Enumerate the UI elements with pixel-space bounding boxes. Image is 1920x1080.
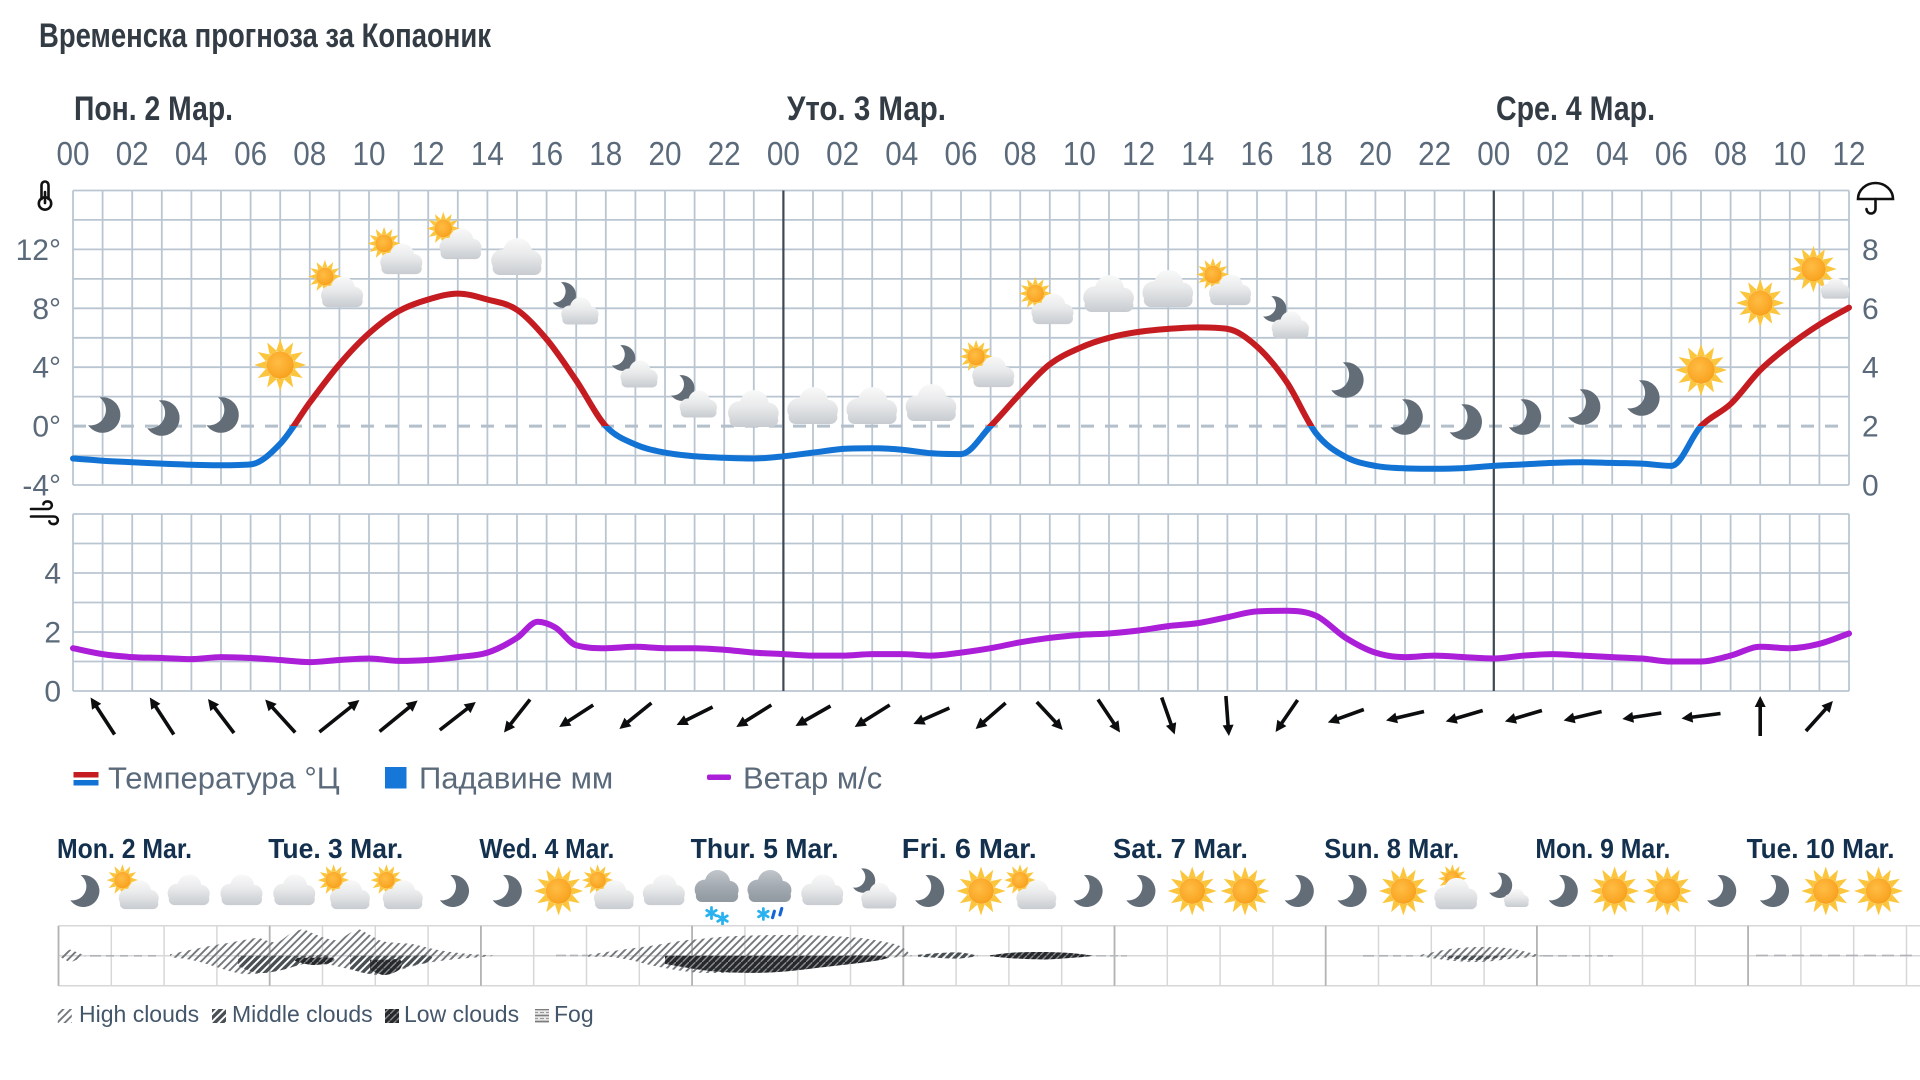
svg-text:Уто. 3 Мар.: Уто. 3 Мар. — [787, 90, 946, 128]
svg-text:Временска прогноза за Копаоник: Временска прогноза за Копаоник — [39, 17, 492, 55]
svg-text:10: 10 — [1063, 135, 1096, 172]
svg-text:Mon. 2 Mar.: Mon. 2 Mar. — [57, 833, 192, 864]
svg-text:Wed. 4 Mar.: Wed. 4 Mar. — [479, 833, 614, 864]
svg-text:00: 00 — [57, 135, 90, 172]
svg-text:4: 4 — [44, 558, 61, 591]
svg-text:Fri. 6 Mar.: Fri. 6 Mar. — [902, 833, 1037, 864]
svg-text:6: 6 — [1862, 293, 1879, 326]
svg-text:8: 8 — [1862, 234, 1879, 267]
svg-text:04: 04 — [1596, 135, 1629, 172]
svg-text:Tue. 10 Mar.: Tue. 10 Mar. — [1747, 833, 1895, 864]
svg-text:Fog: Fog — [554, 1001, 594, 1027]
svg-text:Middle clouds: Middle clouds — [232, 1001, 373, 1027]
svg-text:Sun. 8 Mar.: Sun. 8 Mar. — [1324, 833, 1459, 864]
svg-text:8°: 8° — [32, 293, 61, 326]
svg-text:0: 0 — [1862, 470, 1879, 503]
svg-text:06: 06 — [945, 135, 978, 172]
svg-text:04: 04 — [885, 135, 918, 172]
svg-text:16: 16 — [530, 135, 563, 172]
svg-text:22: 22 — [1418, 135, 1451, 172]
svg-text:00: 00 — [767, 135, 800, 172]
svg-text:Tue. 3 Mar.: Tue. 3 Mar. — [268, 833, 403, 864]
svg-text:20: 20 — [1359, 135, 1392, 172]
svg-text:4: 4 — [1862, 352, 1879, 385]
svg-text:12: 12 — [412, 135, 445, 172]
svg-text:02: 02 — [1537, 135, 1570, 172]
svg-text:08: 08 — [293, 135, 326, 172]
svg-text:10: 10 — [353, 135, 386, 172]
svg-text:0°: 0° — [32, 411, 61, 444]
svg-text:12: 12 — [1833, 135, 1866, 172]
svg-text:08: 08 — [1714, 135, 1747, 172]
svg-text:-4°: -4° — [22, 470, 61, 503]
svg-text:Mon. 9 Mar.: Mon. 9 Mar. — [1535, 833, 1670, 864]
svg-text:08: 08 — [1004, 135, 1037, 172]
svg-text:Сре. 4 Мар.: Сре. 4 Мар. — [1496, 90, 1655, 128]
svg-text:2: 2 — [44, 617, 61, 650]
svg-text:00: 00 — [1477, 135, 1510, 172]
svg-text:12°: 12° — [16, 234, 61, 267]
svg-text:Пон. 2 Мар.: Пон. 2 Мар. — [74, 90, 233, 128]
svg-text:18: 18 — [589, 135, 622, 172]
svg-text:Sat. 7 Mar.: Sat. 7 Mar. — [1113, 833, 1248, 864]
svg-text:12: 12 — [1122, 135, 1155, 172]
svg-text:18: 18 — [1300, 135, 1333, 172]
svg-text:16: 16 — [1241, 135, 1274, 172]
svg-text:14: 14 — [1181, 135, 1214, 172]
svg-text:20: 20 — [649, 135, 682, 172]
svg-text:02: 02 — [826, 135, 859, 172]
svg-text:High clouds: High clouds — [79, 1001, 199, 1027]
svg-text:22: 22 — [708, 135, 741, 172]
svg-text:04: 04 — [175, 135, 208, 172]
svg-text:14: 14 — [471, 135, 504, 172]
svg-text:Температура °Ц: Температура °Ц — [108, 761, 340, 796]
svg-text:06: 06 — [234, 135, 267, 172]
svg-text:0: 0 — [44, 676, 61, 709]
svg-text:Ветар м/с: Ветар м/с — [743, 761, 882, 796]
svg-text:2: 2 — [1862, 411, 1879, 444]
svg-text:06: 06 — [1655, 135, 1688, 172]
svg-text:Падавине мм: Падавине мм — [419, 761, 613, 796]
svg-text:02: 02 — [116, 135, 149, 172]
svg-text:Low clouds: Low clouds — [404, 1001, 519, 1027]
svg-text:10: 10 — [1773, 135, 1806, 172]
svg-text:Thur. 5 Mar.: Thur. 5 Mar. — [691, 833, 839, 864]
svg-text:4°: 4° — [32, 352, 61, 385]
